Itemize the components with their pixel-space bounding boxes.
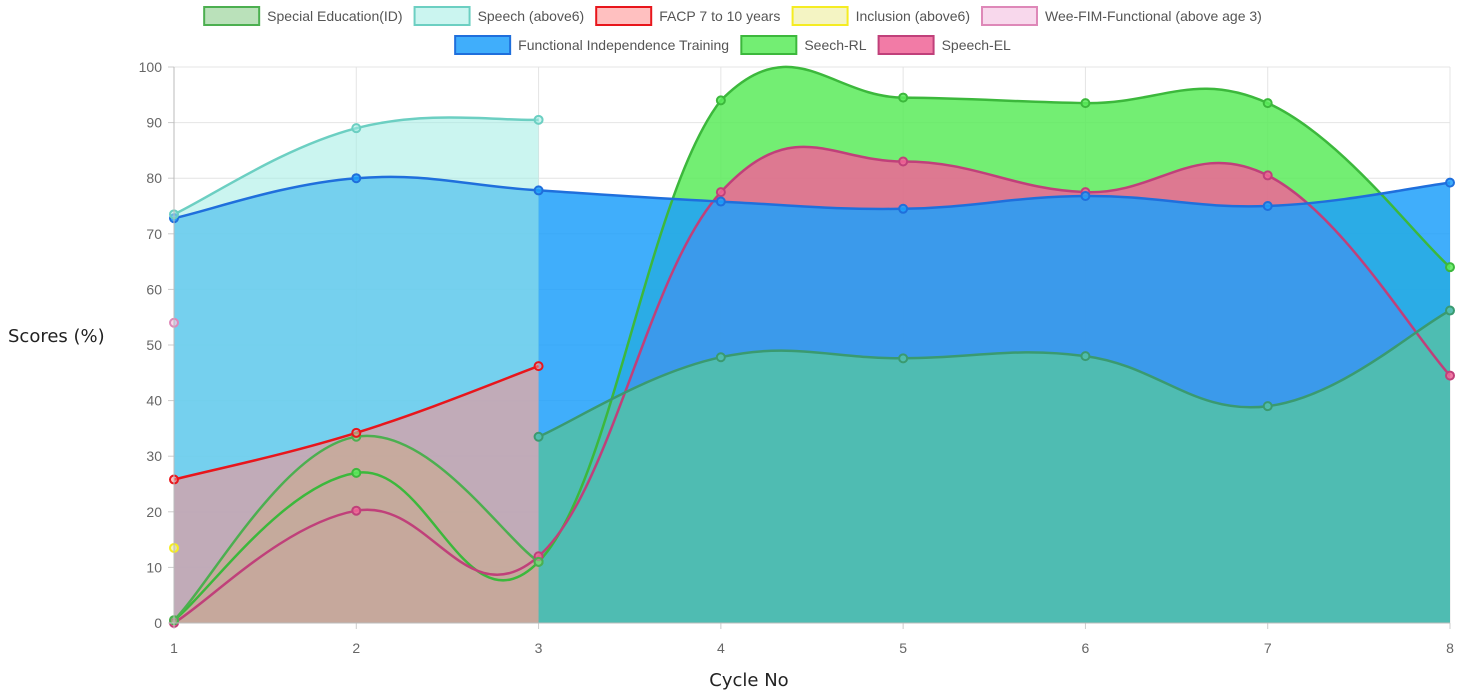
series-8-point[interactable]: [1080, 351, 1091, 362]
y-tick-label: 30: [146, 448, 162, 464]
legend-label[interactable]: Speech (above6): [478, 8, 585, 24]
y-tick-label: 50: [146, 337, 162, 353]
series-2-point[interactable]: [533, 361, 544, 372]
legend-swatch[interactable]: [791, 6, 849, 26]
x-tick-label: 1: [170, 640, 178, 656]
series-7-point[interactable]: [1445, 370, 1455, 381]
x-tick-label: 7: [1264, 640, 1272, 656]
x-tick-label: 3: [535, 640, 543, 656]
y-tick-label: 100: [139, 59, 163, 75]
x-tick-label: 5: [899, 640, 907, 656]
series-7-point[interactable]: [1262, 170, 1273, 181]
series-5-point[interactable]: [351, 173, 362, 184]
legend-label[interactable]: Speech-EL: [942, 37, 1011, 53]
series-7-line: [173, 145, 1451, 625]
series-8-point[interactable]: [1262, 401, 1273, 412]
x-tick-label: 2: [352, 640, 360, 656]
legend-swatch[interactable]: [980, 6, 1038, 26]
series-5-point[interactable]: [715, 196, 726, 207]
legend-label[interactable]: Seech-RL: [804, 37, 866, 53]
legend-label[interactable]: Special Education(ID): [267, 8, 402, 24]
series-5-point[interactable]: [1445, 177, 1455, 188]
series-8-point[interactable]: [715, 352, 726, 363]
y-tick-label: 80: [146, 170, 162, 186]
series-5-point[interactable]: [533, 185, 544, 196]
legend-swatch[interactable]: [740, 35, 798, 55]
y-tick-label: 60: [146, 281, 162, 297]
series-lines: [173, 65, 1451, 625]
legend-swatch[interactable]: [454, 35, 512, 55]
legend-label[interactable]: Inclusion (above6): [856, 8, 970, 24]
legend-label[interactable]: FACP 7 to 10 years: [659, 8, 780, 24]
y-tick-label: 90: [146, 115, 162, 131]
series-6-point[interactable]: [1445, 262, 1455, 273]
series-7-point[interactable]: [715, 187, 726, 198]
series-1-point[interactable]: [351, 123, 362, 134]
series-6-point[interactable]: [715, 95, 726, 106]
x-axis-title: Cycle No: [709, 670, 788, 691]
series-7-point[interactable]: [351, 505, 362, 516]
y-tick-label: 70: [146, 226, 162, 242]
series-6-point[interactable]: [1080, 98, 1091, 109]
y-tick-label: 40: [146, 393, 162, 409]
legend-swatch[interactable]: [413, 6, 471, 26]
series-5-point[interactable]: [1080, 190, 1091, 201]
x-tick-label: 8: [1446, 640, 1454, 656]
legend-label[interactable]: Functional Independence Training: [518, 37, 729, 53]
series-areas: [174, 66, 1450, 623]
series-6-line: [173, 65, 1451, 622]
series-0-point[interactable]: [533, 556, 544, 567]
axes: 0 10 20 30 40 50 60 70 80 90 100 1 2 3 4 5 6 7 8: [139, 59, 1454, 656]
series-8-point[interactable]: [1445, 305, 1455, 316]
series-5-line: [173, 175, 1451, 220]
series-5-point[interactable]: [1262, 201, 1273, 211]
series-6-point[interactable]: [351, 467, 362, 478]
series-2-point[interactable]: [351, 427, 362, 438]
series-2-area: [174, 366, 539, 623]
series-8-point[interactable]: [898, 353, 909, 364]
x-tick-label: 6: [1082, 640, 1090, 656]
series-8-point[interactable]: [533, 431, 544, 442]
y-axis-title: Scores (%): [8, 326, 105, 347]
series-7-point[interactable]: [898, 156, 909, 167]
series-8-area: [538, 310, 1450, 623]
legend-label[interactable]: Wee-FIM-Functional (above age 3): [1045, 8, 1262, 24]
legend-swatch[interactable]: [203, 6, 261, 26]
series-6-point[interactable]: [1262, 98, 1273, 109]
legend-swatch[interactable]: [877, 35, 935, 55]
series-8-line: [538, 309, 1451, 438]
series-5-point[interactable]: [898, 203, 909, 214]
x-tick-label: 4: [717, 640, 725, 656]
series-1-point[interactable]: [533, 114, 544, 125]
series-6-point[interactable]: [898, 92, 909, 103]
y-tick-label: 20: [146, 504, 162, 520]
legend-swatch[interactable]: [595, 6, 653, 26]
legend: Special Education(ID) Speech (above6) FACP…: [203, 6, 1262, 55]
y-tick-label: 10: [146, 559, 162, 575]
y-tick-label: 0: [154, 615, 162, 631]
